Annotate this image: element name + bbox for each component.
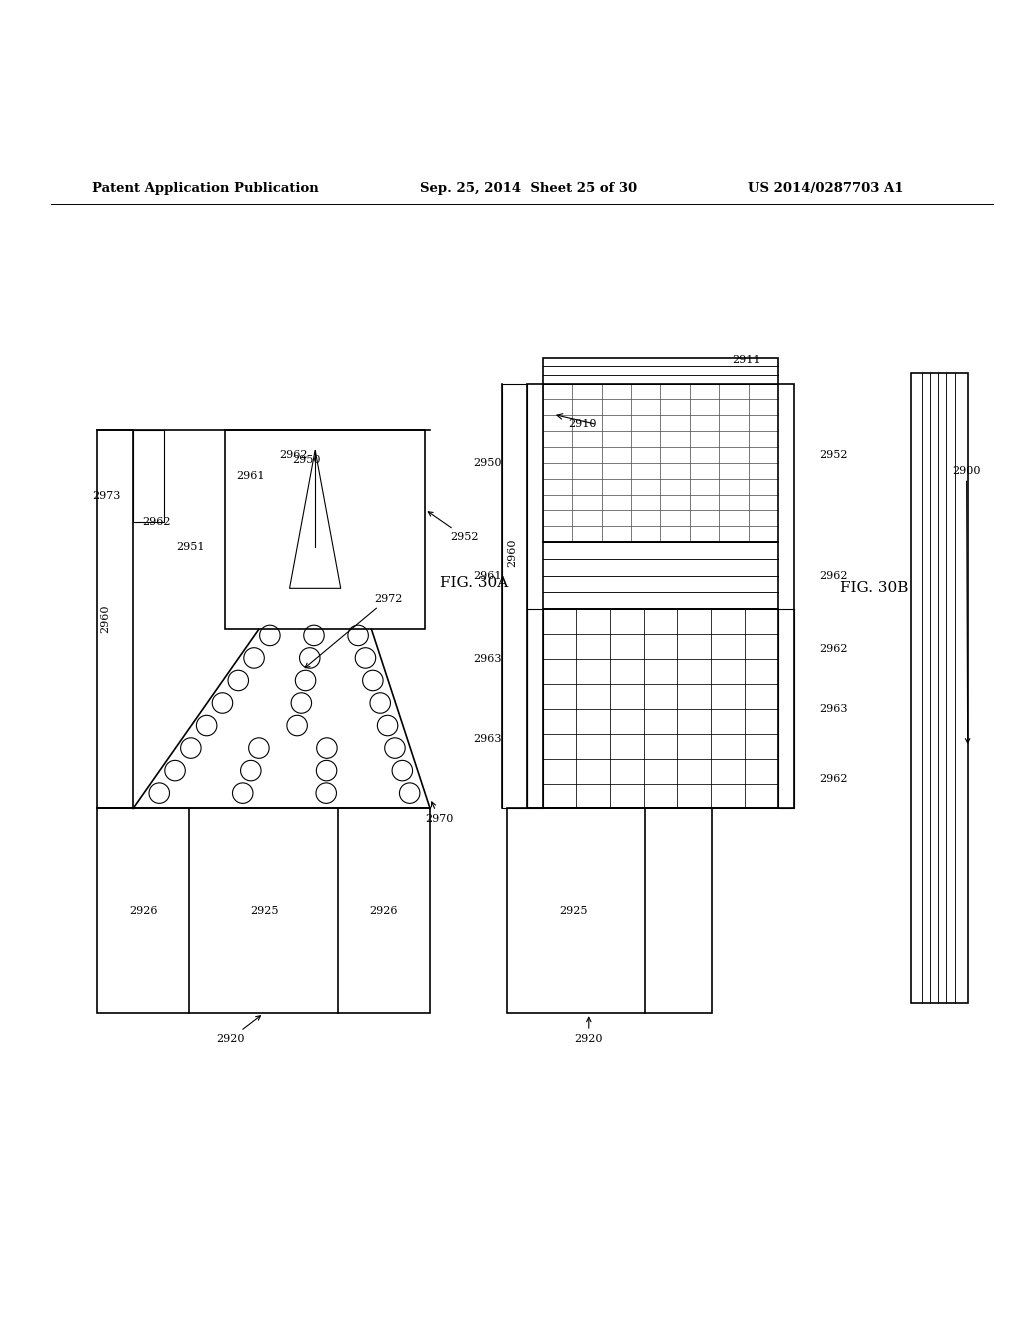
Text: 2973: 2973 <box>92 491 121 502</box>
Text: 2963: 2963 <box>473 653 502 664</box>
Bar <box>527 609 543 808</box>
Text: 2952: 2952 <box>819 450 848 459</box>
Text: 2900: 2900 <box>952 466 981 743</box>
Bar <box>97 429 133 808</box>
Text: 2925: 2925 <box>250 906 279 916</box>
Text: 2920: 2920 <box>574 1018 603 1044</box>
Bar <box>778 609 794 808</box>
Text: 2960: 2960 <box>507 539 517 566</box>
Bar <box>911 374 968 1003</box>
Bar <box>543 609 778 808</box>
Text: Patent Application Publication: Patent Application Publication <box>92 182 318 195</box>
Bar <box>133 429 164 521</box>
Bar <box>543 384 778 543</box>
Text: FIG. 30A: FIG. 30A <box>440 577 509 590</box>
Text: 2951: 2951 <box>176 543 205 552</box>
Text: 2926: 2926 <box>370 906 398 916</box>
Text: 2962: 2962 <box>819 570 848 581</box>
Text: 2962: 2962 <box>819 644 848 653</box>
Text: US 2014/0287703 A1: US 2014/0287703 A1 <box>748 182 903 195</box>
Text: 2970: 2970 <box>425 803 454 824</box>
Text: 2960: 2960 <box>100 605 111 634</box>
Text: 2972: 2972 <box>305 594 402 668</box>
Bar <box>543 358 778 384</box>
Text: FIG. 30B: FIG. 30B <box>840 581 908 595</box>
Bar <box>97 808 430 1014</box>
Text: 2925: 2925 <box>559 906 588 916</box>
Bar <box>225 429 425 630</box>
Bar <box>543 543 778 609</box>
Text: 2962: 2962 <box>142 516 171 527</box>
Text: 2950: 2950 <box>473 458 502 467</box>
Text: 2952: 2952 <box>428 512 479 543</box>
Bar <box>507 808 712 1014</box>
Text: 2910: 2910 <box>568 420 597 429</box>
Text: 2961: 2961 <box>473 570 502 581</box>
Text: 2962: 2962 <box>280 450 308 461</box>
Text: 2962: 2962 <box>819 774 848 784</box>
Bar <box>502 384 527 808</box>
Text: 2963: 2963 <box>473 734 502 743</box>
Text: 2926: 2926 <box>129 906 158 916</box>
Text: 2920: 2920 <box>216 1015 260 1044</box>
Text: 2950: 2950 <box>292 455 321 466</box>
Text: 2961: 2961 <box>237 471 265 480</box>
Text: 2911: 2911 <box>732 355 761 366</box>
Text: 2963: 2963 <box>819 704 848 714</box>
Bar <box>527 384 794 808</box>
Text: Sep. 25, 2014  Sheet 25 of 30: Sep. 25, 2014 Sheet 25 of 30 <box>420 182 637 195</box>
